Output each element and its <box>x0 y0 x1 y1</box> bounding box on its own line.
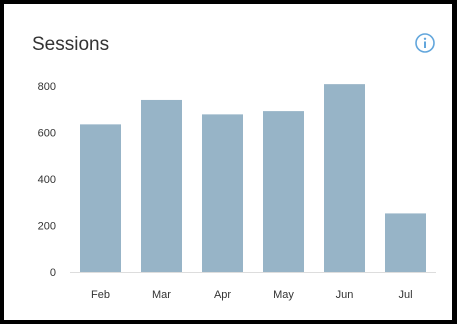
info-icon[interactable] <box>414 32 436 54</box>
bar-apr[interactable] <box>202 114 243 273</box>
sessions-bar-chart: 0 200 400 600 800 Feb Mar Apr May Jun Jul <box>38 81 436 301</box>
card-title: Sessions <box>32 34 110 55</box>
y-tick-label: 200 <box>38 221 56 233</box>
x-tick-label: Jul <box>398 289 412 301</box>
y-tick-label: 800 <box>38 81 56 93</box>
bar-jun[interactable] <box>324 84 365 272</box>
bar-may[interactable] <box>263 111 304 272</box>
y-tick-label: 0 <box>50 267 56 279</box>
sessions-card: Sessions 0 200 400 600 800 Feb Mar Apr May Jun Jul <box>4 4 452 320</box>
y-tick-label: 400 <box>38 174 56 186</box>
x-tick-label: Jun <box>336 289 354 301</box>
x-tick-label: Apr <box>214 289 231 301</box>
y-tick-label: 600 <box>38 128 56 140</box>
bar-feb[interactable] <box>80 124 121 272</box>
x-tick-label: Feb <box>91 289 110 301</box>
x-tick-label: May <box>273 289 294 301</box>
bar-mar[interactable] <box>141 99 182 272</box>
bar-jul[interactable] <box>385 213 426 272</box>
x-tick-label: Mar <box>152 289 171 301</box>
